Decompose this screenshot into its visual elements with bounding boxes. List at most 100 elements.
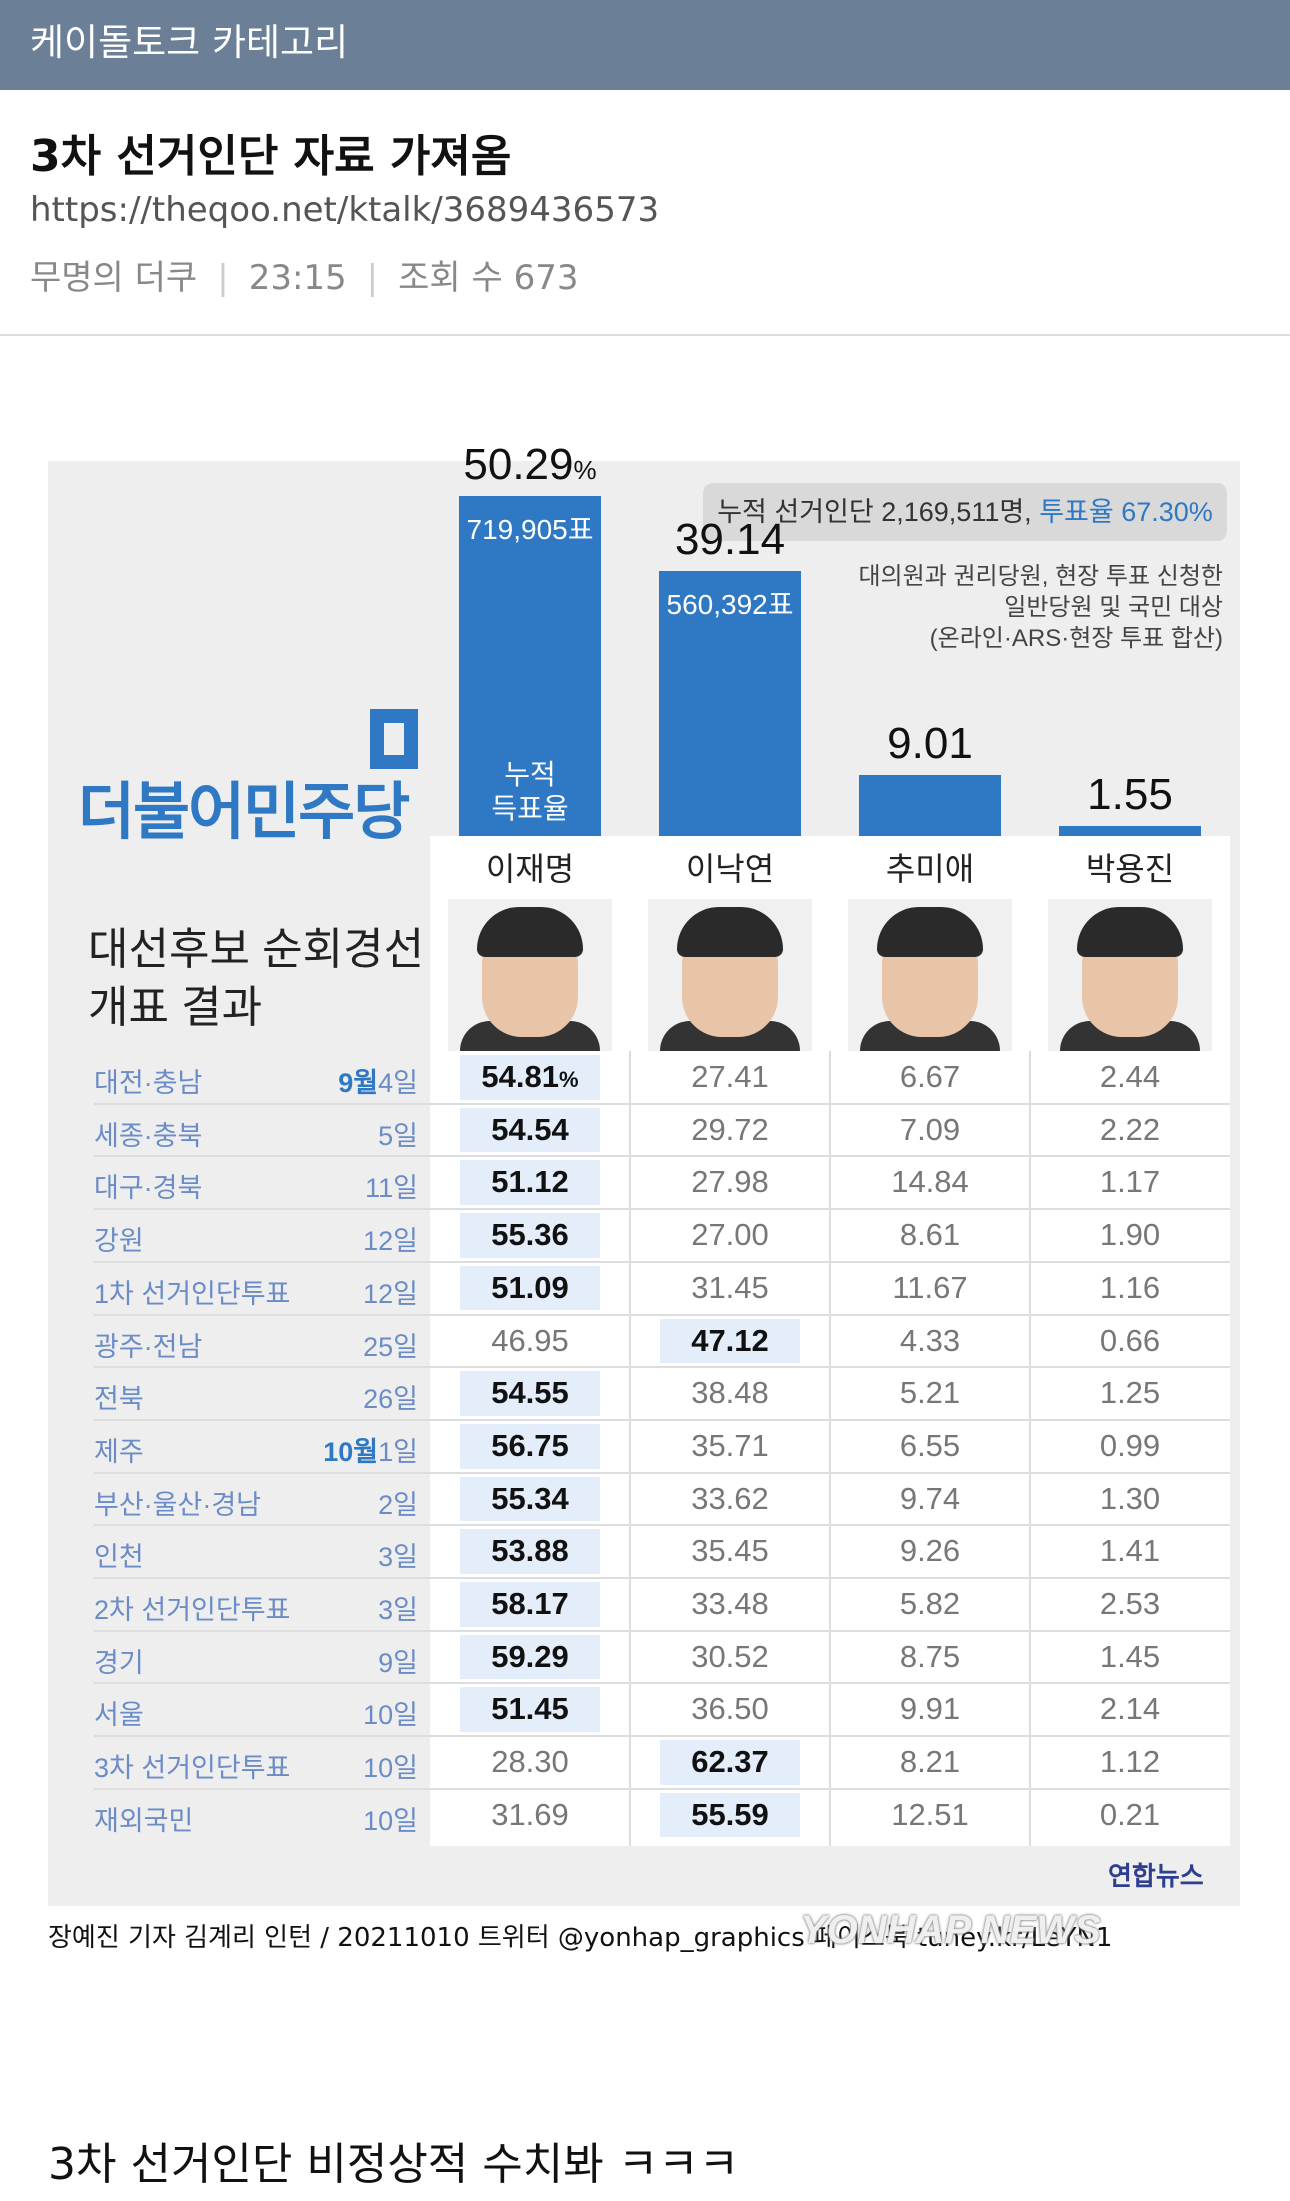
candidate-photo bbox=[1048, 899, 1212, 1051]
row-day: 12일 bbox=[363, 1226, 418, 1257]
row-day: 12일 bbox=[363, 1278, 418, 1309]
party-logo-icon bbox=[370, 709, 418, 769]
row-day: 11일 bbox=[365, 1173, 418, 1204]
column-divider bbox=[829, 1051, 831, 1846]
row-divider bbox=[94, 1471, 1230, 1474]
table-cell: 56.75 bbox=[460, 1423, 600, 1469]
row-region: 대구·경북 bbox=[94, 1173, 203, 1204]
post-comment: 3차 선거인단 비정상적 수치봐 ㅋㅋㅋ bbox=[48, 2139, 740, 2190]
cumulative-label: 누적 득표율 bbox=[460, 758, 600, 826]
table-cell: 2.53 bbox=[1099, 1586, 1161, 1621]
row-region: 대전·충남 bbox=[94, 1068, 203, 1098]
table-cell: 36.50 bbox=[691, 1691, 769, 1727]
row-date: 12일 bbox=[278, 1219, 418, 1258]
table-cell: 54.54 bbox=[460, 1107, 600, 1153]
bar-2 bbox=[659, 571, 801, 836]
row-day: 10일 bbox=[363, 1805, 418, 1836]
yonhap-logo: 연합뉴스 bbox=[1108, 1861, 1204, 1891]
infographic-heading: 대선후보 순회경선 개표 결과 bbox=[88, 921, 424, 1037]
summary-turnout: 투표율 67.30% bbox=[1039, 497, 1213, 527]
post-url[interactable]: https://theqoo.net/ktalk/3689436573 bbox=[30, 190, 660, 230]
cumulative-label-line: 득표율 bbox=[491, 793, 569, 824]
category-bar[interactable]: 케이돌토크 카테고리 bbox=[0, 0, 1290, 90]
row-day: 1일 bbox=[378, 1436, 418, 1467]
table-cell: 55.34 bbox=[460, 1476, 600, 1522]
cell-unit: % bbox=[559, 1067, 579, 1092]
summary-box: 누적 선거인단 2,169,511명, 투표율 67.30% bbox=[703, 483, 1227, 541]
row-divider bbox=[94, 1418, 1230, 1421]
row-date: 9월4일 bbox=[278, 1061, 418, 1100]
row-divider bbox=[94, 1260, 1230, 1263]
table-cell: 51.45 bbox=[460, 1687, 600, 1733]
table-cell: 51.12 bbox=[460, 1160, 600, 1206]
table-cell: 59.29 bbox=[460, 1634, 600, 1680]
row-month: 9월 bbox=[338, 1068, 379, 1098]
table-cell: 7.09 bbox=[899, 1111, 961, 1147]
post-views: 조회 수 673 bbox=[398, 258, 579, 298]
table-cell: 54.55 bbox=[460, 1371, 600, 1416]
row-region: 강원 bbox=[94, 1226, 144, 1257]
row-date: 3일 bbox=[278, 1535, 418, 1574]
meta-separator: | bbox=[217, 258, 229, 298]
summary-prefix: 누적 선거인단 2,169,511명, bbox=[717, 497, 1032, 527]
row-divider bbox=[94, 1208, 1230, 1211]
candidate-name: 추미애 bbox=[830, 839, 1030, 899]
table-cell: 27.98 bbox=[691, 1164, 769, 1200]
candidate-name: 이낙연 bbox=[630, 839, 830, 899]
row-day: 10일 bbox=[363, 1753, 418, 1784]
row-divider bbox=[94, 1102, 1230, 1105]
table-cell: 31.45 bbox=[691, 1269, 769, 1305]
row-divider bbox=[94, 1735, 1230, 1738]
party-name: 더불어민주당 bbox=[78, 778, 410, 847]
table-cell: 46.95 bbox=[491, 1322, 569, 1358]
row-region: 1차 선거인단투표 bbox=[94, 1278, 291, 1309]
table-cell: 12.51 bbox=[891, 1796, 969, 1832]
note-line: (온라인·ARS·현장 투표 합산) bbox=[929, 625, 1223, 652]
table-cell: 8.75 bbox=[899, 1638, 961, 1674]
row-day: 26일 bbox=[363, 1384, 418, 1415]
row-divider bbox=[94, 1313, 1230, 1316]
row-date: 10일 bbox=[278, 1693, 418, 1732]
table-cell: 1.12 bbox=[1099, 1744, 1161, 1780]
credit-line: 장예진 기자 김계리 인턴 / 20211010 트위터 @yonhap_gra… bbox=[48, 1923, 1113, 1953]
row-region: 2차 선거인단투표 bbox=[94, 1595, 291, 1625]
row-region: 서울 bbox=[94, 1700, 144, 1731]
row-region: 세종·충북 bbox=[94, 1120, 203, 1151]
row-day: 4일 bbox=[378, 1068, 418, 1098]
row-date: 3일 bbox=[278, 1588, 418, 1627]
row-day: 3일 bbox=[378, 1595, 418, 1625]
table-cell: 1.16 bbox=[1099, 1269, 1161, 1305]
row-region: 전북 bbox=[94, 1384, 144, 1415]
row-date: 10일 bbox=[278, 1746, 418, 1785]
row-date: 11일 bbox=[278, 1166, 418, 1205]
bar-value-label: 50.29% bbox=[463, 440, 597, 489]
column-divider bbox=[1029, 1051, 1031, 1846]
row-date: 2일 bbox=[278, 1483, 418, 1522]
table-cell: 27.41 bbox=[691, 1059, 769, 1094]
table-cell: 1.25 bbox=[1099, 1375, 1161, 1411]
bar-value-label: 39.14 bbox=[674, 515, 786, 565]
post-meta: 무명의 더쿠 | 23:15 | 조회 수 673 bbox=[30, 250, 579, 299]
table-cell: 33.48 bbox=[691, 1586, 769, 1621]
table-cell: 33.62 bbox=[691, 1480, 769, 1516]
heading-line: 대선후보 순회경선 bbox=[88, 925, 425, 974]
hair-shape bbox=[877, 907, 983, 957]
table-cell: 6.67 bbox=[899, 1059, 961, 1094]
bar-value-label: 9.01 bbox=[887, 719, 973, 769]
bar-votes-label: 719,905표 bbox=[466, 514, 594, 545]
hair-shape bbox=[477, 907, 583, 957]
row-region: 재외국민 bbox=[94, 1805, 194, 1836]
category-title[interactable]: 케이돌토크 카테고리 bbox=[30, 21, 349, 64]
candidate-name: 이재명 bbox=[430, 839, 630, 899]
row-month: 10월 bbox=[323, 1436, 379, 1467]
row-region: 광주·전남 bbox=[94, 1331, 203, 1362]
row-date: 26일 bbox=[278, 1377, 418, 1416]
table-cell: 58.17 bbox=[460, 1582, 600, 1627]
row-divider bbox=[94, 1787, 1230, 1790]
row-divider bbox=[94, 1524, 1230, 1527]
table-cell: 8.21 bbox=[899, 1744, 961, 1780]
table-cell: 0.21 bbox=[1099, 1796, 1161, 1832]
table-cell: 1.30 bbox=[1099, 1480, 1161, 1516]
table-cell: 5.82 bbox=[899, 1586, 961, 1621]
row-divider bbox=[94, 1366, 1230, 1369]
